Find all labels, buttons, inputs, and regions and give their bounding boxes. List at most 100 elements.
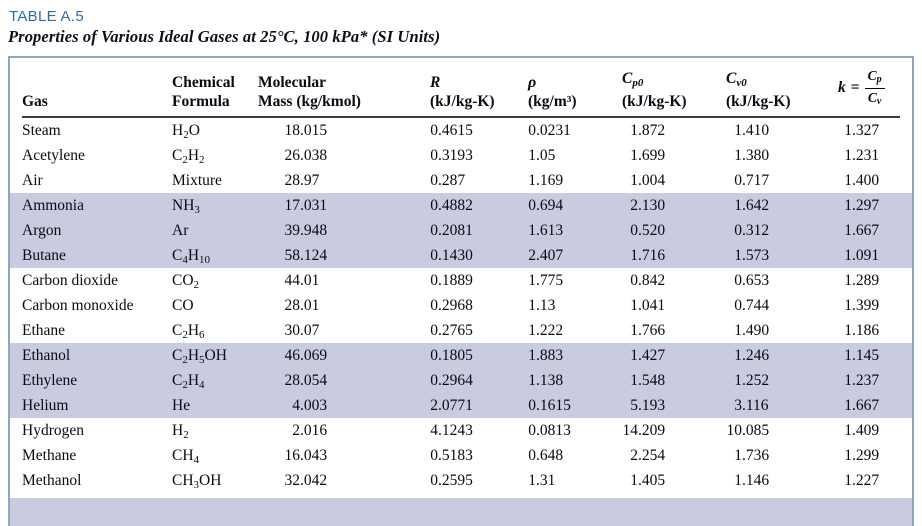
cell-molmass: 28.054 (284, 372, 328, 389)
cell-k: 1.667 (844, 397, 880, 414)
cell-cv0: 1.736 (734, 447, 770, 464)
table-row: Methane CH4 16.043 0.5183 0.648 2.254 1.736 1.2… (10, 443, 912, 468)
cell-cp0: 2.254 (630, 447, 666, 464)
cell-gas: Carbon dioxide (22, 272, 118, 289)
cell-gas: Ethane (22, 322, 66, 339)
cell-rho: 1.138 (528, 372, 564, 389)
cell-molmass: 16.043 (284, 447, 328, 464)
cell-k: 1.327 (844, 122, 880, 139)
col-header-k-ratio: k = Cp Cv (838, 68, 912, 111)
cell-formula: C2H2 (172, 147, 205, 166)
cell-gas: Air (22, 172, 43, 189)
cell-rho: 0.0813 (528, 422, 571, 439)
col-header-gas-constant: R (kJ/kg-K) (430, 74, 495, 110)
cell-r: 0.3193 (430, 147, 473, 164)
cell-k: 1.231 (844, 147, 880, 164)
table-frame: Gas Chemical Formula Molecular Mass (kg/… (8, 56, 914, 526)
table-row: Helium He 4.003 2.0771 0.1615 5.193 3.116 1.667 (10, 393, 912, 418)
cell-k: 1.299 (844, 447, 880, 464)
cell-cv0: 1.252 (734, 372, 770, 389)
cell-rho: 1.222 (528, 322, 564, 339)
cell-formula: Mixture (172, 172, 222, 189)
cell-formula: CH4 (172, 447, 200, 466)
cell-r: 0.4615 (430, 122, 473, 139)
cell-gas: Ammonia (22, 197, 84, 214)
cell-molmass: 2.016 (292, 422, 328, 439)
cell-cv0: 1.410 (734, 122, 770, 139)
cell-molmass: 18.015 (284, 122, 328, 139)
table-row: Carbon dioxide CO2 44.01 0.1889 1.775 0.842 0.… (10, 268, 912, 293)
cell-cv0: 0.312 (734, 222, 770, 239)
cell-molmass: 28.97 (284, 172, 320, 189)
cell-molmass: 44.01 (284, 272, 320, 289)
cell-cv0: 1.642 (734, 197, 770, 214)
cell-cv0: 3.116 (734, 397, 769, 414)
cell-molmass: 30.07 (284, 322, 320, 339)
cell-k: 1.289 (844, 272, 880, 289)
cell-r: 0.287 (430, 172, 466, 189)
table-row: Air Mixture 28.97 0.287 1.169 1.004 0.717 1.400 (10, 168, 912, 193)
cell-rho: 1.05 (528, 147, 556, 164)
cell-cp0: 5.193 (630, 397, 666, 414)
document-page: TABLE A.5 Properties of Various Ideal Ga… (8, 8, 914, 526)
cell-r: 0.5183 (430, 447, 473, 464)
cell-gas: Helium (22, 397, 69, 414)
cell-gas: Methane (22, 447, 77, 464)
table-row: Ethane C2H6 30.07 0.2765 1.222 1.766 1.490 1.18… (10, 318, 912, 343)
table-row: Ammonia NH3 17.031 0.4882 0.694 2.130 1.642 1.2… (10, 193, 912, 218)
cell-formula: C2H6 (172, 322, 205, 341)
cell-rho: 1.613 (528, 222, 564, 239)
table-title: Properties of Various Ideal Gases at 25°… (8, 27, 441, 46)
cell-rho: 0.694 (528, 197, 564, 214)
cell-molmass: 4.003 (292, 397, 328, 414)
cell-cv0: 1.490 (734, 322, 770, 339)
cell-gas: Carbon monoxide (22, 297, 134, 314)
cell-r: 0.2964 (430, 372, 473, 389)
cell-k: 1.297 (844, 197, 880, 214)
table-row: Butane C4H10 58.124 0.1430 2.407 1.716 1.573 1.… (10, 243, 912, 268)
cell-r: 4.1243 (430, 422, 473, 439)
cell-gas: Hydrogen (22, 422, 84, 439)
cell-rho: 1.883 (528, 347, 564, 364)
cell-rho: 1.169 (528, 172, 564, 189)
cell-rho: 0.1615 (528, 397, 571, 414)
col-header-cv0: Cv0 (kJ/kg-K) (726, 70, 791, 110)
cell-cv0: 10.085 (726, 422, 770, 439)
cell-gas: Butane (22, 247, 66, 264)
table-body: Steam H2O 18.015 0.4615 0.0231 1.872 1.410 1.32… (10, 118, 912, 493)
cell-cp0: 0.520 (630, 222, 666, 239)
cell-cv0: 1.146 (734, 472, 770, 489)
table-label: TABLE A.5 (9, 8, 84, 25)
cell-r: 0.1805 (430, 347, 473, 364)
table-row: Steam H2O 18.015 0.4615 0.0231 1.872 1.410 1.32… (10, 118, 912, 143)
cell-cp0: 0.842 (630, 272, 666, 289)
cell-cp0: 1.766 (630, 322, 666, 339)
col-header-cp0: Cp0 (kJ/kg-K) (622, 70, 687, 110)
cp-over-cv-fraction: Cp Cv (864, 68, 885, 109)
cell-formula: CO (172, 297, 194, 314)
table-header-row: Gas Chemical Formula Molecular Mass (kg/… (10, 58, 912, 116)
cell-r: 0.1889 (430, 272, 473, 289)
cell-molmass: 32.042 (284, 472, 328, 489)
cell-cp0: 1.004 (630, 172, 666, 189)
cell-cp0: 1.041 (630, 297, 666, 314)
col-header-molecular-mass: Molecular Mass (kg/kmol) (258, 74, 361, 110)
cell-formula: C4H10 (172, 247, 211, 266)
cell-cp0: 1.427 (630, 347, 666, 364)
table-row: Methanol CH3OH 32.042 0.2595 1.31 1.405 1.146 1… (10, 468, 912, 493)
cell-rho: 2.407 (528, 247, 564, 264)
cell-formula: CO2 (172, 272, 200, 291)
cell-cv0: 0.653 (734, 272, 770, 289)
cell-rho: 1.31 (528, 472, 556, 489)
cell-rho: 0.0231 (528, 122, 571, 139)
cell-molmass: 39.948 (284, 222, 328, 239)
cell-r: 2.0771 (430, 397, 473, 414)
cell-rho: 1.13 (528, 297, 556, 314)
cell-formula: H2O (172, 122, 200, 141)
cell-cp0: 1.548 (630, 372, 666, 389)
cell-k: 1.227 (844, 472, 880, 489)
cell-formula: He (172, 397, 191, 414)
cell-cp0: 14.209 (622, 422, 666, 439)
cell-cp0: 2.130 (630, 197, 666, 214)
next-band-partial-row (10, 498, 912, 526)
